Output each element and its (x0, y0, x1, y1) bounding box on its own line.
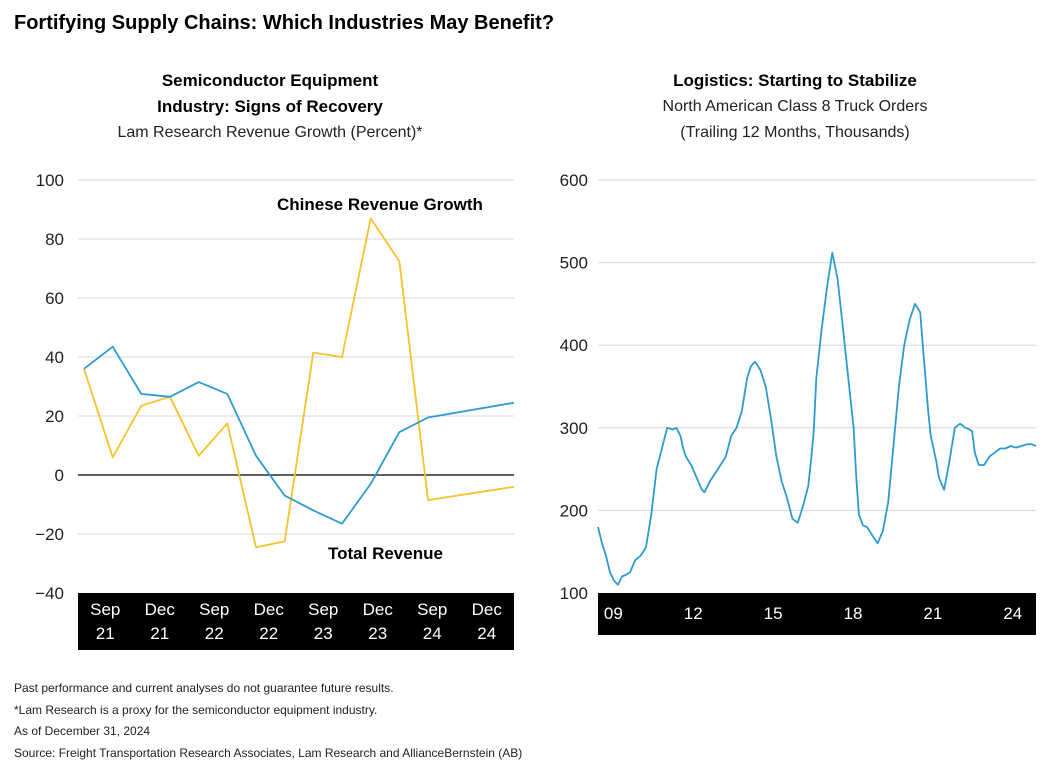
chinese-revenue-label: Chinese Revenue Growth (277, 195, 483, 214)
right-x-tick-label: 18 (843, 604, 862, 623)
right-grid: 600 500 400 300 200 100 (560, 171, 1036, 603)
left-x-tick-label: Sep (417, 600, 447, 619)
left-y-tick-label: 40 (45, 348, 64, 367)
left-x-tick-label: 21 (96, 624, 115, 643)
footnote-date: As of December 31, 2024 (14, 724, 151, 738)
left-x-tick-label: 22 (259, 624, 278, 643)
footnote-disclaimer: Past performance and current analyses do… (14, 681, 394, 695)
right-x-axis-band: 09 12 15 18 21 24 (598, 593, 1036, 635)
left-x-tick-label: Dec (363, 600, 394, 619)
truck-orders-line (597, 251, 1037, 586)
left-x-axis-band: Sep 21 Dec 21 Sep 22 Dec 22 Sep 23 Dec 23 Sep 24 Dec 24 (78, 593, 514, 650)
right-y-tick-label: 100 (560, 584, 588, 603)
right-chart-subtitle-line2: (Trailing 12 Months, Thousands) (680, 124, 910, 141)
left-x-tick-label: 22 (205, 624, 224, 643)
footnote-proxy: *Lam Research is a proxy for the semicon… (14, 702, 378, 717)
left-y-tick-label: 0 (55, 466, 64, 485)
left-grid: 100 80 60 40 20 0 −20 −40 (35, 171, 514, 603)
left-x-tick-label: 23 (368, 624, 387, 643)
right-y-tick-label: 200 (560, 501, 588, 520)
left-x-tick-label: Sep (199, 600, 229, 619)
left-y-tick-label: 100 (36, 171, 64, 190)
right-y-tick-label: 600 (560, 171, 588, 190)
left-x-tick-label: Dec (145, 600, 176, 619)
right-chart-header: Logistics: Starting to Stabilize North A… (560, 68, 1030, 146)
right-x-tick-label: 12 (684, 604, 703, 623)
left-y-tick-label: 20 (45, 407, 64, 426)
right-y-tick-label: 500 (560, 254, 588, 273)
footnotes: Past performance and current analyses do… (14, 678, 522, 764)
left-y-tick-label: −40 (35, 584, 64, 603)
right-x-tick-label: 09 (604, 604, 623, 623)
right-y-tick-label: 300 (560, 419, 588, 438)
right-x-tick-label: 21 (923, 604, 942, 623)
left-chart-header: Semiconductor Equipment Industry: Signs … (40, 68, 500, 146)
page-title: Fortifying Supply Chains: Which Industri… (14, 12, 555, 34)
left-chart-subtitle: Lam Research Revenue Growth (Percent)* (117, 124, 423, 141)
left-series (83, 217, 515, 549)
left-y-tick-label: −20 (35, 525, 64, 544)
total-revenue-line (83, 345, 515, 525)
left-x-tick-label: Sep (90, 600, 120, 619)
right-y-tick-label: 400 (560, 336, 588, 355)
left-x-tick-label: 24 (477, 624, 496, 643)
left-x-axis-band-rect (78, 593, 514, 650)
left-x-tick-label: 23 (314, 624, 333, 643)
left-x-tick-label: Dec (472, 600, 503, 619)
right-series (597, 251, 1037, 586)
right-x-axis-band-rect (598, 593, 1036, 635)
left-y-tick-label: 60 (45, 289, 64, 308)
left-x-tick-label: Dec (254, 600, 285, 619)
left-chart-title-line2: Industry: Signs of Recovery (157, 97, 383, 116)
left-y-tick-label: 80 (45, 230, 64, 249)
left-x-tick-label: 21 (150, 624, 169, 643)
left-x-tick-label: Sep (308, 600, 338, 619)
left-chart-title-line1: Semiconductor Equipment (161, 71, 379, 90)
footnote-source: Source: Freight Transportation Research … (14, 745, 523, 760)
left-x-tick-label: 24 (423, 624, 442, 643)
total-revenue-label: Total Revenue (328, 544, 443, 563)
right-chart-title: Logistics: Starting to Stabilize (673, 71, 917, 90)
right-x-tick-label: 24 (1003, 604, 1022, 623)
right-x-tick-label: 15 (764, 604, 783, 623)
right-chart-subtitle-line1: North American Class 8 Truck Orders (662, 98, 928, 115)
chinese-revenue-line (83, 217, 515, 549)
